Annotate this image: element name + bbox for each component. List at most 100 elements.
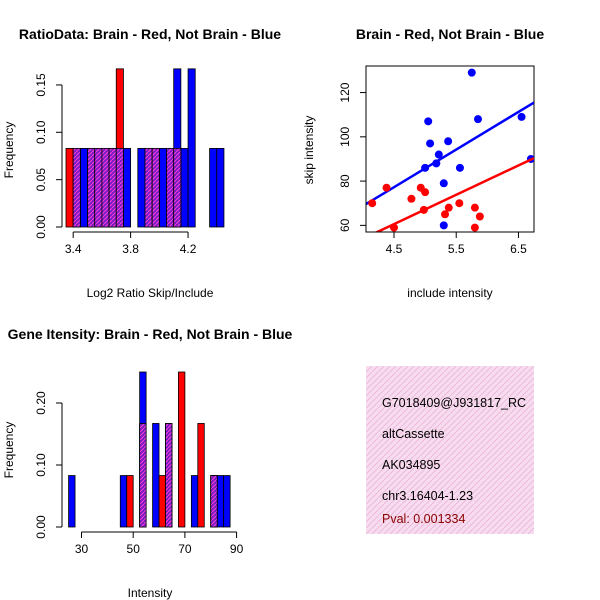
intensity_hist-bar-not-brain xyxy=(223,475,231,528)
scatter-point-brain xyxy=(444,203,453,212)
ratio_hist-bar-overlap xyxy=(94,147,103,228)
intensity_hist-bar-brain xyxy=(126,475,134,528)
scatter-x-tick-label: 6.5 xyxy=(510,242,527,256)
intensity_hist-y-tick-label: 0.20 xyxy=(34,391,48,415)
intensity_hist-x-tick-label: 30 xyxy=(75,542,89,556)
intensity_hist-bar-brain xyxy=(197,423,205,528)
intensity_hist-bar-not-brain xyxy=(190,475,199,528)
intensity-hist-xlabel: Intensity xyxy=(128,586,173,600)
intensity_hist-x-tick-label: 90 xyxy=(230,542,244,556)
scatter-point-brain xyxy=(407,194,416,203)
scatter-point-brain xyxy=(475,212,484,221)
scatter-title: Brain - Red, Not Brain - Blue xyxy=(356,26,544,42)
scatter-xlabel: include intensity xyxy=(407,286,492,300)
intensity-hist-axes: 30 50 70 90 0.00 0.10 0.20 xyxy=(34,391,244,556)
ratio_hist-x-tick-label: 4.2 xyxy=(180,242,197,256)
ratio_hist-bar-overlap xyxy=(72,147,81,228)
scatter-point-not-brain xyxy=(517,112,526,121)
ratio_hist-y-tick-label: 0.10 xyxy=(34,120,48,144)
info-accession: AK034895 xyxy=(382,458,440,472)
intensity_hist-bar-not-brain xyxy=(152,423,160,528)
intensity_hist-x-tick-label: 50 xyxy=(127,542,141,556)
scatter-marks xyxy=(366,68,534,232)
scatter-point-not-brain xyxy=(439,221,448,230)
scatter-y-tick-label: 80 xyxy=(338,174,352,188)
intensity-histogram-panel: Gene Itensity: Brain - Red, Not Brain - … xyxy=(2,326,293,600)
intensity_hist-bar-brain xyxy=(158,475,166,528)
ratio_hist-bar-overlap xyxy=(101,147,110,228)
ratio-hist-xlabel: Log2 Ratio Skip/Include xyxy=(87,286,214,300)
scatter-x-tick-label: 4.5 xyxy=(386,242,403,256)
info-location: chr3.16404-1.23 xyxy=(382,489,473,503)
scatter-point-not-brain xyxy=(434,150,443,159)
scatter-point-not-brain xyxy=(455,163,464,172)
scatter-point-not-brain xyxy=(426,139,435,148)
scatter-point-brain xyxy=(441,210,450,219)
scatter-point-not-brain xyxy=(444,137,453,146)
ratio_hist-bar-overlap xyxy=(87,147,96,228)
scatter-x-tick-label: 5.5 xyxy=(448,242,465,256)
intensity_hist-bar-not-brain xyxy=(216,475,225,528)
ratio_hist-x-tick-label: 3.8 xyxy=(122,242,139,256)
intensity_hist-bar-not-brain xyxy=(68,475,76,528)
scatter-point-not-brain xyxy=(467,68,476,77)
scatter-point-not-brain xyxy=(421,163,430,172)
ratio_hist-bar-overlap xyxy=(144,147,153,228)
intensity-hist-title: Gene Itensity: Brain - Red, Not Brain - … xyxy=(8,326,293,342)
scatter-point-brain xyxy=(390,223,398,232)
scatter-fit-line-not-brain xyxy=(366,101,534,206)
intensity_hist-bar-overlap xyxy=(210,475,218,528)
info-gene-id: G7018409@J931817_RC xyxy=(382,396,526,410)
scatter-point-brain xyxy=(419,205,428,214)
ratio_hist-bar-not-brain xyxy=(216,147,225,228)
ratio-hist-bars xyxy=(65,68,225,228)
ratio_hist-bar-not-brain xyxy=(180,147,189,228)
ratio-hist-axes: 3.4 3.8 4.2 0.00 0.05 0.10 0.15 xyxy=(34,73,197,256)
scatter-point-brain xyxy=(421,188,430,197)
ratio_hist-bar-brain xyxy=(65,147,74,228)
scatter-point-brain xyxy=(470,203,479,212)
intensity_hist-x-tick-label: 70 xyxy=(178,542,192,556)
scatter-point-brain xyxy=(382,183,391,192)
scatter-point-not-brain xyxy=(474,115,482,124)
scatter-ylabel: skip intensity xyxy=(302,116,316,185)
ratio_hist-bar-not-brain xyxy=(158,147,167,228)
scatter-point-not-brain xyxy=(424,117,433,126)
ratio_hist-bar-not-brain xyxy=(187,68,196,228)
intensity_hist-y-tick-label: 0.10 xyxy=(34,453,48,477)
ratio_hist-y-tick-label: 0.05 xyxy=(34,168,48,192)
ratio_hist-bar-not-brain xyxy=(137,147,146,228)
info-event-type: altCassette xyxy=(382,427,445,441)
ratio_hist-bar-not-brain xyxy=(123,147,132,228)
ratio_hist-bar-overlap xyxy=(108,147,117,228)
ratio_hist-bar-overlap xyxy=(151,147,160,228)
ratio-histogram-panel: RatioData: Brain - Red, Not Brain - Blue… xyxy=(2,26,281,300)
scatter-y-tick-label: 100 xyxy=(338,126,352,146)
scatter-point-not-brain xyxy=(439,179,448,188)
ratio_hist-bar-overlap xyxy=(173,147,182,228)
intensity-hist-bars xyxy=(68,371,231,528)
info-box-background xyxy=(366,366,534,534)
info-pval: Pval: 0.001334 xyxy=(382,512,465,526)
ratio_hist-y-tick-label: 0.00 xyxy=(34,215,48,239)
intensity_hist-y-tick-label: 0.00 xyxy=(34,515,48,539)
scatter-y-tick-label: 60 xyxy=(338,218,352,232)
ratio-hist-title: RatioData: Brain - Red, Not Brain - Blue xyxy=(19,26,281,42)
ratio_hist-bar-overlap xyxy=(166,147,175,228)
info-panel: G7018409@J931817_RC altCassette AK034895… xyxy=(366,366,534,534)
scatter-point-brain xyxy=(455,199,464,208)
scatter-panel: Brain - Red, Not Brain - Blue 4.5 5.5 6.5 6… xyxy=(302,26,544,300)
ratio-hist-ylabel: Frequency xyxy=(2,122,16,179)
intensity_hist-bar-not-brain xyxy=(119,475,128,528)
intensity_hist-bar-overlap xyxy=(165,423,173,528)
intensity_hist-bar-overlap xyxy=(139,423,147,528)
scatter-y-tick-label: 120 xyxy=(338,82,352,102)
scatter-axes: 4.5 5.5 6.5 60 80 100 120 xyxy=(338,66,534,256)
ratio_hist-bar-overlap xyxy=(115,147,124,228)
ratio_hist-bar-not-brain xyxy=(79,147,88,228)
intensity-hist-ylabel: Frequency xyxy=(2,422,16,479)
scatter-point-brain xyxy=(368,199,377,208)
scatter-point-not-brain xyxy=(432,159,441,168)
ratio_hist-bar-not-brain xyxy=(209,147,218,228)
